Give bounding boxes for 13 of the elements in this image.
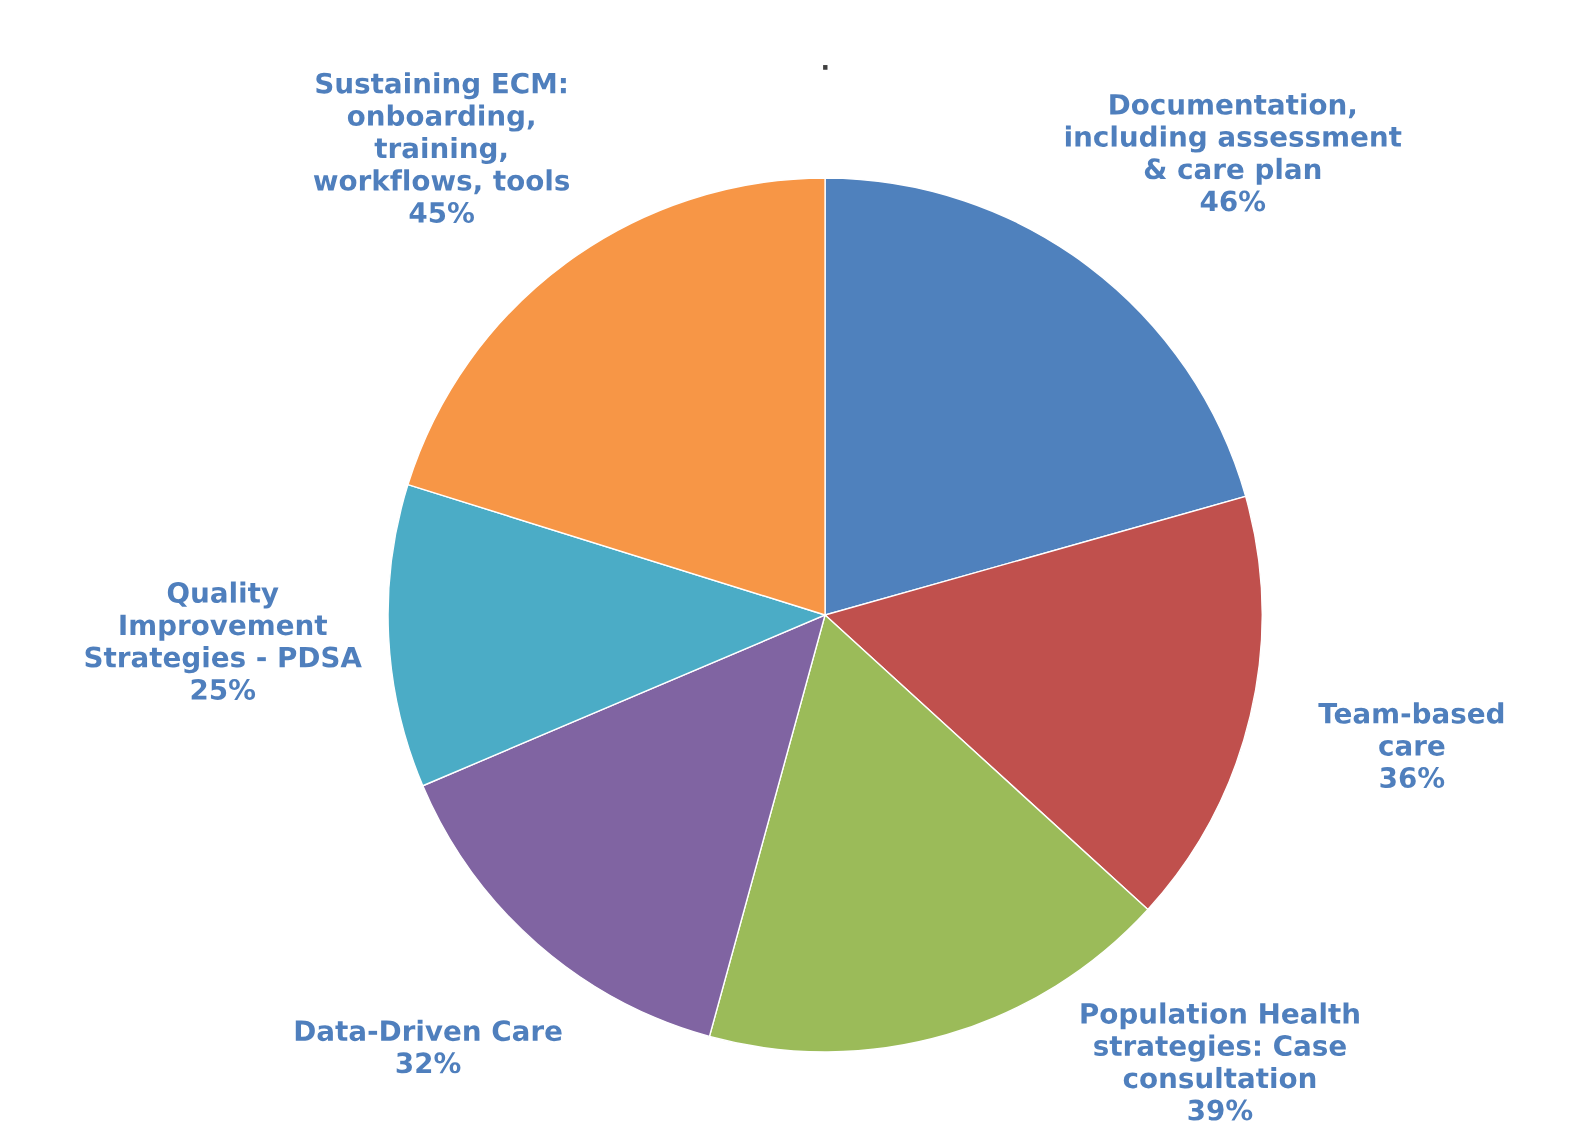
data-label: 32% bbox=[396, 1052, 461, 1074]
slice-label: Data-Driven Care bbox=[295, 1019, 562, 1042]
slice-label: Team-based care bbox=[1318, 702, 1504, 756]
data-label: 46% bbox=[1200, 190, 1266, 212]
data-label: 39% bbox=[1188, 1099, 1253, 1121]
data-label: 36% bbox=[1380, 767, 1445, 789]
slice-label: Documentation, including assessment & care plan bbox=[1065, 93, 1402, 185]
slice-label: Population Health strategies: Case consultation bbox=[1081, 1002, 1359, 1089]
slice-label: Sustaining ECM: onboarding, training, workflows, tools bbox=[313, 72, 570, 195]
chart-title: . bbox=[823, 65, 828, 70]
data-label: 25% bbox=[191, 678, 256, 700]
data-label: 45% bbox=[409, 201, 474, 223]
slice-label: Quality Improvement Strategies - PDSA bbox=[85, 581, 362, 674]
